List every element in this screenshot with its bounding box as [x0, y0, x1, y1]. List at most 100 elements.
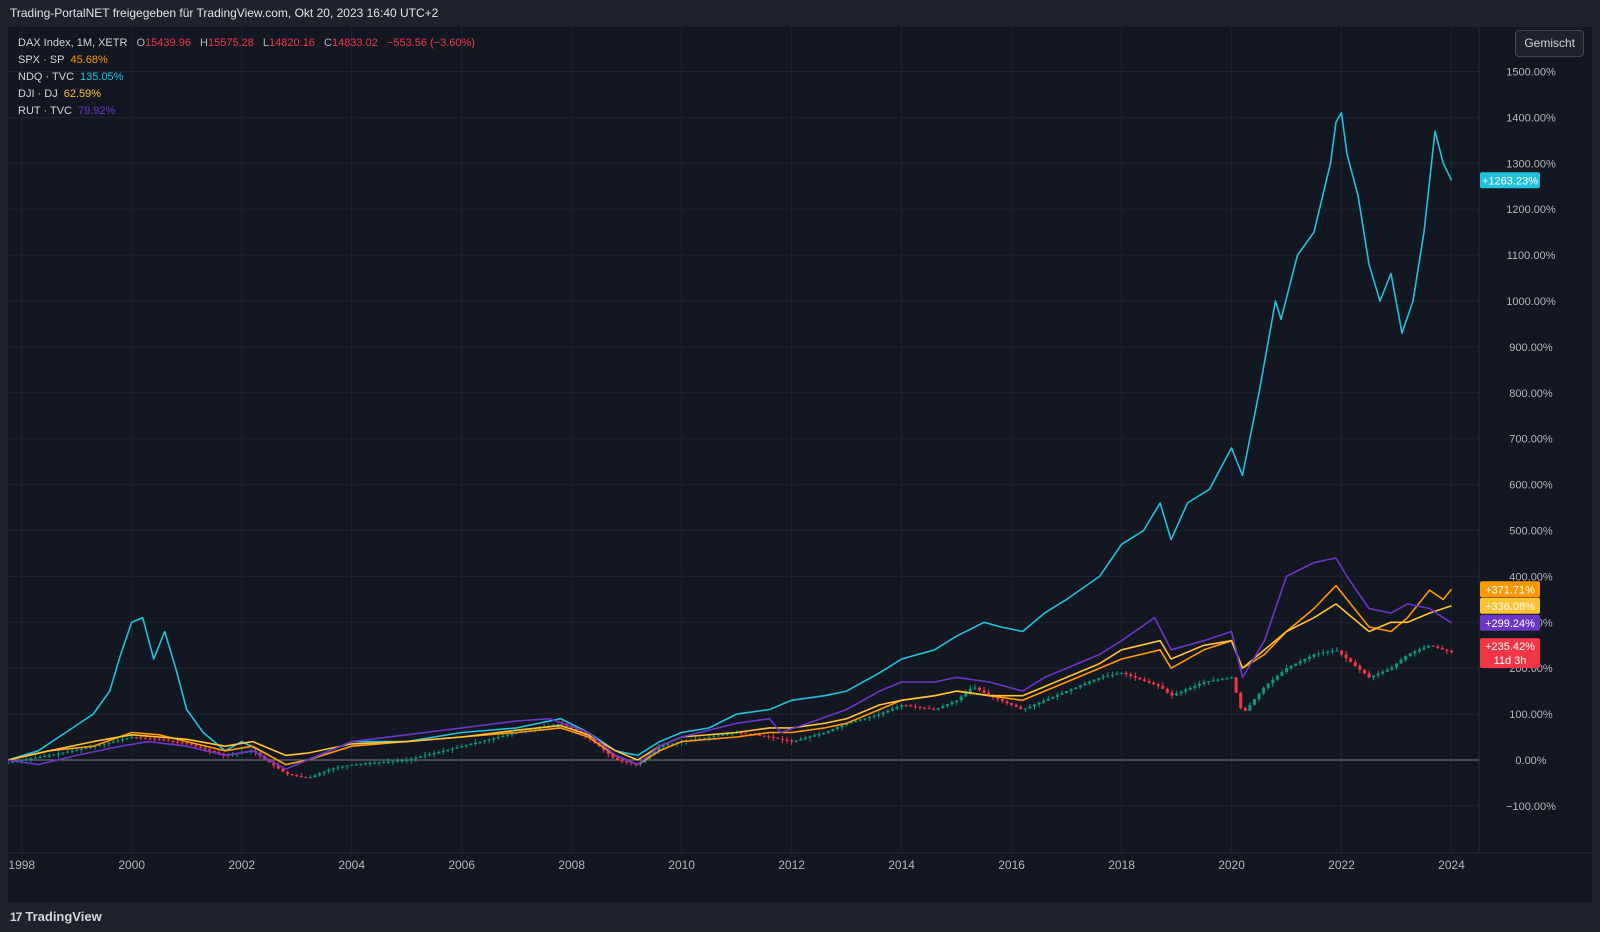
candle-body [927, 708, 931, 710]
series-line [8, 557, 1452, 770]
candle-body [281, 768, 285, 772]
candle-body [1138, 677, 1142, 680]
candle-body [1032, 704, 1036, 707]
candle-body [487, 739, 491, 741]
chart-canvas[interactable]: −100.00%0.00%100.00%200.00%300.00%400.00… [8, 27, 1592, 902]
candle-body [698, 738, 702, 740]
candle-body [441, 750, 445, 752]
candle-body [799, 739, 803, 741]
dax-candles [8, 644, 1454, 779]
candle-body [185, 743, 189, 745]
candle-body [1193, 685, 1197, 688]
candle-body [373, 762, 377, 764]
candle-body [849, 722, 853, 724]
candle-body [1431, 645, 1435, 647]
candle-body [56, 753, 60, 755]
candle-body [725, 733, 729, 735]
legend-change-value: −553.56 (−3.60%) [386, 37, 475, 49]
candle-body [996, 697, 1000, 700]
candle-body [968, 688, 972, 693]
candle-body [1010, 703, 1014, 705]
candle-body [1317, 653, 1321, 655]
legend-open-label: O [136, 37, 146, 49]
candle-body [813, 735, 817, 737]
legend-series-rut[interactable]: RUT · TVC 79.92% [18, 103, 475, 120]
candle-body [1175, 693, 1179, 696]
candle-body [1101, 676, 1105, 678]
time-axis-label: 2000 [118, 858, 145, 872]
legend-main-name: DAX Index, 1M, XETR [18, 37, 128, 49]
candle-body [964, 692, 968, 697]
candle-body [780, 738, 784, 740]
candle-body [1367, 673, 1371, 678]
candle-body [208, 749, 212, 751]
candle-body [1243, 707, 1247, 711]
legend-series-dji[interactable]: DJI · DJ 62.59% [18, 86, 475, 103]
candle-body [1340, 650, 1344, 655]
candle-body [1271, 679, 1275, 684]
chart-area[interactable]: −100.00%0.00%100.00%200.00%300.00%400.00… [8, 27, 1592, 902]
candle-body [1408, 653, 1412, 656]
time-axis-label: 2018 [1108, 858, 1135, 872]
grid-lines [8, 27, 1592, 854]
candle-body [1065, 691, 1069, 694]
candle-body [959, 696, 963, 701]
candle-body [895, 706, 899, 709]
legend-series-ndq[interactable]: NDQ · TVC 135.05% [18, 69, 475, 86]
candle-body [418, 756, 422, 758]
candle-body [1234, 677, 1238, 693]
candle-body [739, 732, 743, 734]
candle-body [556, 723, 560, 725]
scale-mode-button[interactable]: Gemischt [1515, 30, 1584, 57]
candle-body [872, 715, 876, 717]
candle-body [286, 771, 290, 775]
candle-body [570, 726, 574, 729]
candle-body [858, 719, 862, 721]
candle-body [47, 755, 51, 757]
candle-body [130, 737, 134, 739]
price-axis-label: 1500.00% [1506, 67, 1556, 79]
candle-body [790, 740, 794, 742]
price-axis-label: 700.00% [1509, 434, 1553, 446]
candle-body [1179, 691, 1183, 694]
candle-body [758, 735, 762, 737]
candle-body [1051, 696, 1055, 699]
candle-body [29, 758, 33, 760]
legend-series-label: RUT · TVC [18, 105, 72, 117]
candle-body [886, 710, 890, 713]
legend-series-spx[interactable]: SPX · SP 45.68% [18, 52, 475, 69]
time-axis-label: 2002 [228, 858, 255, 872]
candle-body [1000, 699, 1004, 702]
candle-body [1330, 650, 1334, 652]
candle-body [1005, 701, 1009, 704]
candle-body [845, 723, 849, 726]
candle-body [1275, 675, 1279, 680]
candle-body [826, 730, 830, 733]
time-axis[interactable]: 1998 2000 2002 2004 2006 2008 2010 2012 2014 2016… [8, 858, 1465, 872]
candle-body [950, 702, 954, 705]
candle-body [945, 704, 949, 707]
candle-body [61, 752, 65, 754]
candle-body [551, 724, 555, 726]
candle-body [776, 737, 780, 739]
candle-body [923, 707, 927, 709]
legend-main-series[interactable]: DAX Index, 1M, XETR O15439.96 H15575.28 … [18, 35, 475, 52]
last-value-text: +336.08% [1485, 601, 1535, 613]
candle-body [1298, 661, 1302, 664]
candle-body [1395, 663, 1399, 668]
candle-body [1225, 678, 1229, 680]
candle-body [414, 757, 418, 759]
candle-body [707, 737, 711, 739]
candle-body [611, 753, 615, 758]
candle-body [336, 767, 340, 769]
candle-body [762, 735, 766, 737]
candle-body [982, 690, 986, 693]
candle-body [1230, 677, 1234, 679]
candle-body [276, 765, 280, 769]
candle-body [1436, 646, 1440, 649]
legend-low-value: 14820.16 [269, 37, 315, 49]
candle-body [1037, 702, 1041, 705]
candle-body [1252, 699, 1256, 705]
tradingview-logo[interactable]: 17 TradingView [10, 909, 102, 924]
candle-body [606, 750, 610, 754]
